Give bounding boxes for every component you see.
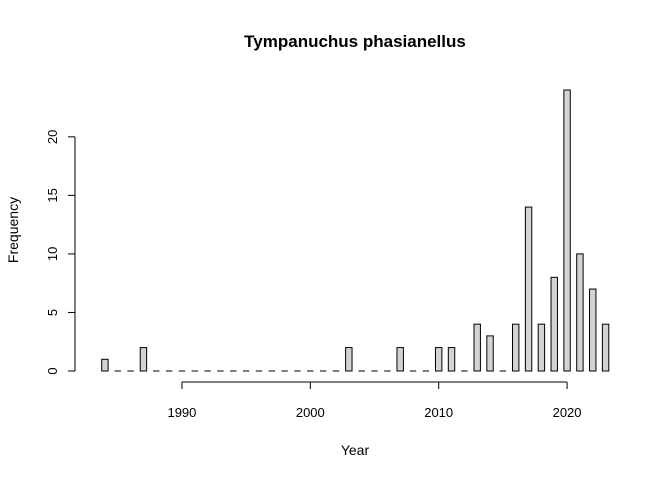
y-tick-label-15: 15 xyxy=(45,188,60,202)
y-tick-label-5: 5 xyxy=(45,309,60,316)
bars-group xyxy=(101,89,610,372)
x-axis-label: Year xyxy=(341,442,370,458)
bar-1984 xyxy=(101,358,109,372)
y-tick-label-20: 20 xyxy=(45,130,60,144)
bar-2003 xyxy=(345,347,353,372)
bar-2011 xyxy=(447,347,456,372)
x-tick-label-2010: 2010 xyxy=(424,405,453,420)
bar-2007 xyxy=(396,347,404,372)
y-axis-label: Frequency xyxy=(5,197,21,263)
bar-2021 xyxy=(576,253,584,372)
x-tick-label-2020: 2020 xyxy=(553,405,582,420)
bar-2020 xyxy=(563,89,571,372)
bar-2010 xyxy=(434,347,443,372)
x-tick-label-1990: 1990 xyxy=(167,405,196,420)
chart-title: Tympanuchus phasianellus xyxy=(244,32,466,51)
x-axis: 1990 2000 2010 2020 xyxy=(167,381,582,420)
bar-2022 xyxy=(589,288,597,372)
bar-2016 xyxy=(512,323,520,372)
bar-2017 xyxy=(524,206,533,372)
x-tick-label-2000: 2000 xyxy=(296,405,325,420)
bar-2018 xyxy=(537,323,546,372)
bar-2013 xyxy=(473,323,481,372)
y-axis: 0 5 10 15 20 xyxy=(45,130,76,375)
bar-2023 xyxy=(601,323,610,372)
bar-1987 xyxy=(139,347,148,372)
bar-2019 xyxy=(550,276,558,372)
y-tick-label-10: 10 xyxy=(45,247,60,261)
bar-2014 xyxy=(486,335,494,372)
y-tick-label-0: 0 xyxy=(45,367,60,374)
